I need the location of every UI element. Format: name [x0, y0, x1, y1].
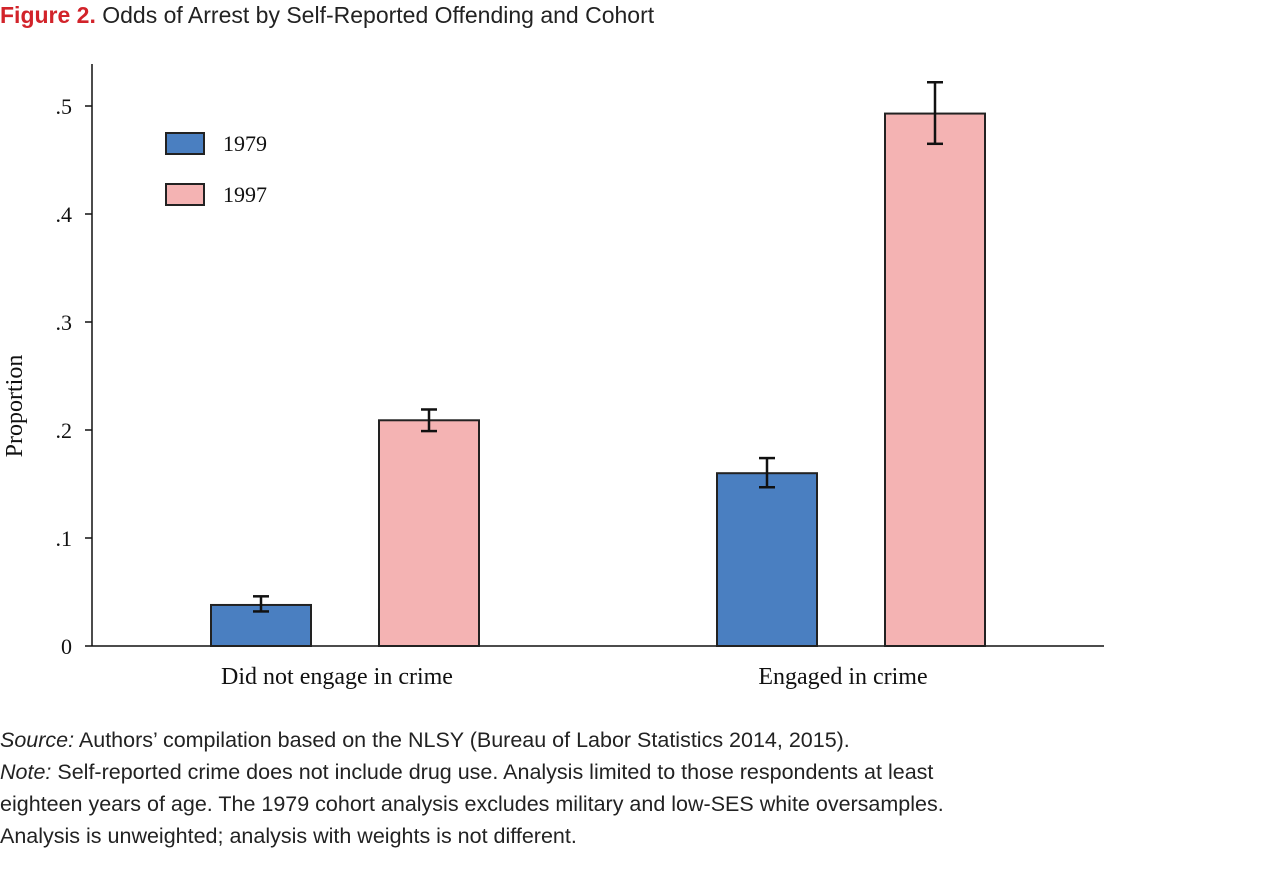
y-tick-label: .5: [56, 94, 73, 119]
y-tick-label: .1: [56, 526, 73, 551]
bar-1997-2: [884, 112, 986, 647]
y-axis-label: Proportion: [2, 355, 28, 458]
bar-chart: 0 .1 .2 .3 .4 .5 Proportion Did not engage in c…: [2, 64, 1104, 690]
note-line-2: eighteen years of age. The 1979 cohort a…: [0, 792, 944, 816]
legend-swatch-1997: [165, 183, 205, 206]
note-line-1: Note: Self-reported crime does not inclu…: [0, 756, 1280, 788]
note-text-1: Self-reported crime does not include dru…: [51, 760, 934, 784]
y-tick-label: 0: [61, 634, 72, 659]
source-text: Authors’ compilation based on the NLSY (…: [74, 728, 850, 752]
figure-title: Figure 2. Odds of Arrest by Self-Reporte…: [0, 0, 654, 30]
bar-1997-1: [378, 419, 480, 647]
figure-notes: Source: Authors’ compilation based on th…: [0, 724, 1280, 852]
source-line: Source: Authors’ compilation based on th…: [0, 724, 1280, 756]
bar-1979-2: [716, 472, 818, 648]
legend-swatch-1979: [165, 132, 205, 155]
y-tick-label: .2: [56, 418, 73, 443]
note-line-3: Analysis is unweighted; analysis with we…: [0, 824, 577, 848]
figure-title-text: Odds of Arrest by Self-Reported Offendin…: [102, 2, 655, 28]
y-tick-label: .4: [56, 202, 73, 227]
x-tick-label: Engaged in crime: [758, 664, 927, 690]
y-tick-label: .3: [56, 310, 73, 335]
figure-label: Figure 2.: [0, 2, 96, 28]
source-label: Source:: [0, 728, 75, 752]
note-label: Note:: [0, 760, 52, 784]
legend-label-1979: 1979: [223, 131, 267, 156]
legend-label-1997: 1997: [223, 182, 267, 207]
x-tick-label: Did not engage in crime: [221, 664, 453, 690]
